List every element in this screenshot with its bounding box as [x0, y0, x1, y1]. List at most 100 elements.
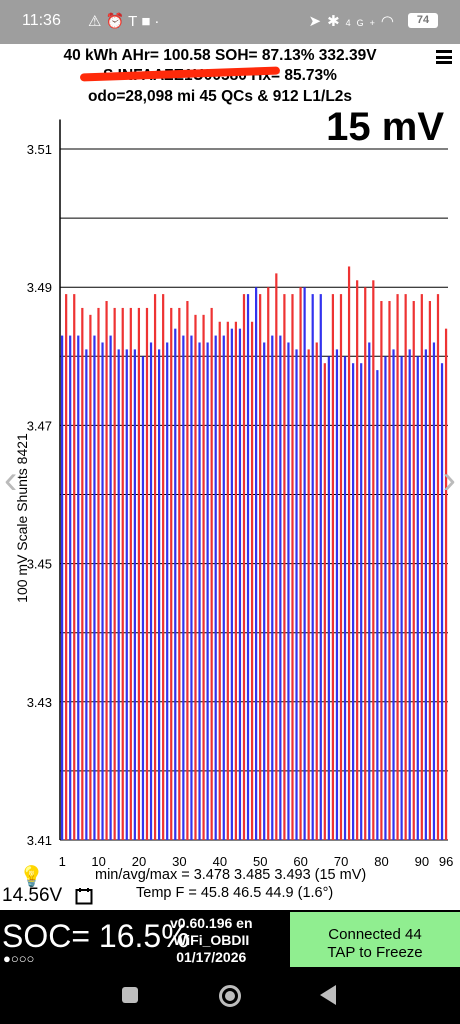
cell-bar: [129, 307, 132, 840]
cell-voltage-chart[interactable]: 3.51 3.49 3.47 3.45 3.43 3.41 1 10 20 30 40 50 60 70 8…: [0, 100, 460, 880]
cell-bar: [339, 294, 343, 840]
cell-bar: [392, 349, 395, 840]
lightbulb-icon[interactable]: 💡: [19, 866, 44, 888]
cell-bar: [69, 335, 72, 840]
cell-bar: [384, 356, 387, 840]
cell-bar: [194, 314, 197, 841]
cell-bar: [416, 356, 419, 840]
location-icon: ➤: [308, 13, 328, 30]
cell-bar: [210, 307, 213, 840]
cell-bar: [360, 363, 363, 840]
x-tick-label: 20: [132, 854, 146, 869]
cell-bar: [420, 294, 423, 840]
cell-bar: [222, 335, 225, 840]
system-icons: ➤✱4G+◠: [308, 12, 400, 30]
cell-bar: [404, 294, 407, 840]
cell-bar: [125, 349, 128, 840]
cell-bar: [206, 342, 209, 840]
bluetooth-icon: ✱: [327, 13, 346, 30]
recents-icon[interactable]: [122, 987, 138, 1003]
version-info: v0.60.196 en WiFi_OBDII 01/17/2026: [170, 915, 253, 966]
cell-bar: [242, 294, 246, 840]
cell-bar: [323, 363, 326, 840]
cell-bar: [372, 280, 375, 840]
x-tick-label: 80: [374, 854, 388, 869]
cell-bar: [226, 321, 229, 840]
cell-bar: [444, 328, 448, 840]
cell-bar: [238, 328, 242, 840]
cell-bar: [432, 342, 436, 840]
dot-icon: ·: [154, 13, 164, 30]
cell-bar: [356, 280, 359, 840]
next-page-icon[interactable]: ›: [442, 458, 456, 502]
calendar-icon[interactable]: [75, 887, 93, 905]
cell-bar: [307, 349, 310, 840]
cell-bar: [145, 307, 149, 840]
cell-bar: [117, 349, 120, 840]
cell-bar: [368, 342, 371, 840]
cell-bar: [149, 342, 153, 840]
alert-icon: ⚠: [88, 13, 106, 30]
y-tick-label: 3.51: [27, 142, 52, 157]
adapter-name: WiFi_OBDII: [173, 932, 250, 948]
cell-bar: [186, 301, 189, 840]
x-tick-label: 60: [293, 854, 307, 869]
cell-bar: [246, 294, 250, 840]
cell-bar: [428, 301, 432, 840]
cell-bar: [162, 294, 165, 840]
cell-bar: [170, 307, 173, 840]
connected-button[interactable]: Connected 44 TAP to Freeze: [290, 912, 460, 967]
cell-bar: [81, 307, 84, 840]
cell-bar: [327, 356, 330, 840]
cell-bar: [190, 335, 193, 840]
cell-bar: [113, 307, 116, 840]
cell-bar: [400, 356, 403, 840]
y-axis-label: 100 mV Scale Shunts 8421: [14, 433, 30, 603]
cell-bar: [61, 335, 64, 840]
prev-page-icon[interactable]: ‹: [4, 458, 18, 502]
cell-bar: [73, 294, 76, 840]
soc-readout[interactable]: SOC= 16.5%: [2, 918, 190, 954]
cell-bar: [234, 321, 238, 840]
y-tick-label: 3.49: [27, 280, 52, 295]
cell-bar: [121, 307, 124, 840]
cell-bar: [141, 356, 145, 840]
cell-bar: [214, 335, 217, 840]
cell-bar: [412, 301, 415, 840]
cell-bar: [202, 314, 205, 841]
scale-label[interactable]: 15 mV: [326, 105, 444, 149]
cell-bar: [109, 335, 112, 840]
back-icon[interactable]: [320, 985, 336, 1005]
cell-bar: [97, 307, 100, 840]
voltage-stats: min/avg/max = 3.478 3.485 3.493 (15 mV): [95, 867, 367, 883]
chart-bars: [61, 266, 448, 841]
x-tick-label: 50: [253, 854, 267, 869]
cell-bar: [89, 314, 92, 841]
menu-icon[interactable]: [436, 50, 452, 64]
cell-bar: [315, 342, 318, 840]
home-icon[interactable]: [219, 985, 241, 1007]
cell-bar: [65, 294, 68, 840]
cell-bar: [331, 294, 335, 840]
cell-bar: [299, 287, 302, 840]
stop-icon: ■: [141, 13, 155, 30]
cell-bar: [174, 328, 177, 840]
cell-bar: [166, 342, 169, 840]
version-number: v0.60.196 en: [170, 915, 253, 931]
cell-bar: [271, 335, 274, 840]
cell-bar: [279, 335, 282, 840]
tesla-icon: T: [128, 13, 142, 30]
date-label: 01/17/2026: [176, 949, 247, 965]
cell-bar: [303, 287, 306, 840]
cell-bar: [259, 294, 262, 840]
y-tick-label: 3.41: [27, 833, 52, 848]
cell-bar: [376, 370, 379, 840]
cell-bar: [182, 335, 185, 840]
cell-bar: [396, 294, 399, 840]
cell-bar: [295, 349, 298, 840]
cell-bar: [275, 273, 278, 840]
chart-axes: 3.51 3.49 3.47 3.45 3.43 3.41 1 10 20 30 40 50 60 70 8…: [27, 119, 453, 869]
aux-voltage: 14.56V: [2, 885, 63, 906]
y-tick-label: 3.43: [27, 695, 52, 710]
notification-icons: ⚠⏰T■·: [88, 12, 163, 30]
